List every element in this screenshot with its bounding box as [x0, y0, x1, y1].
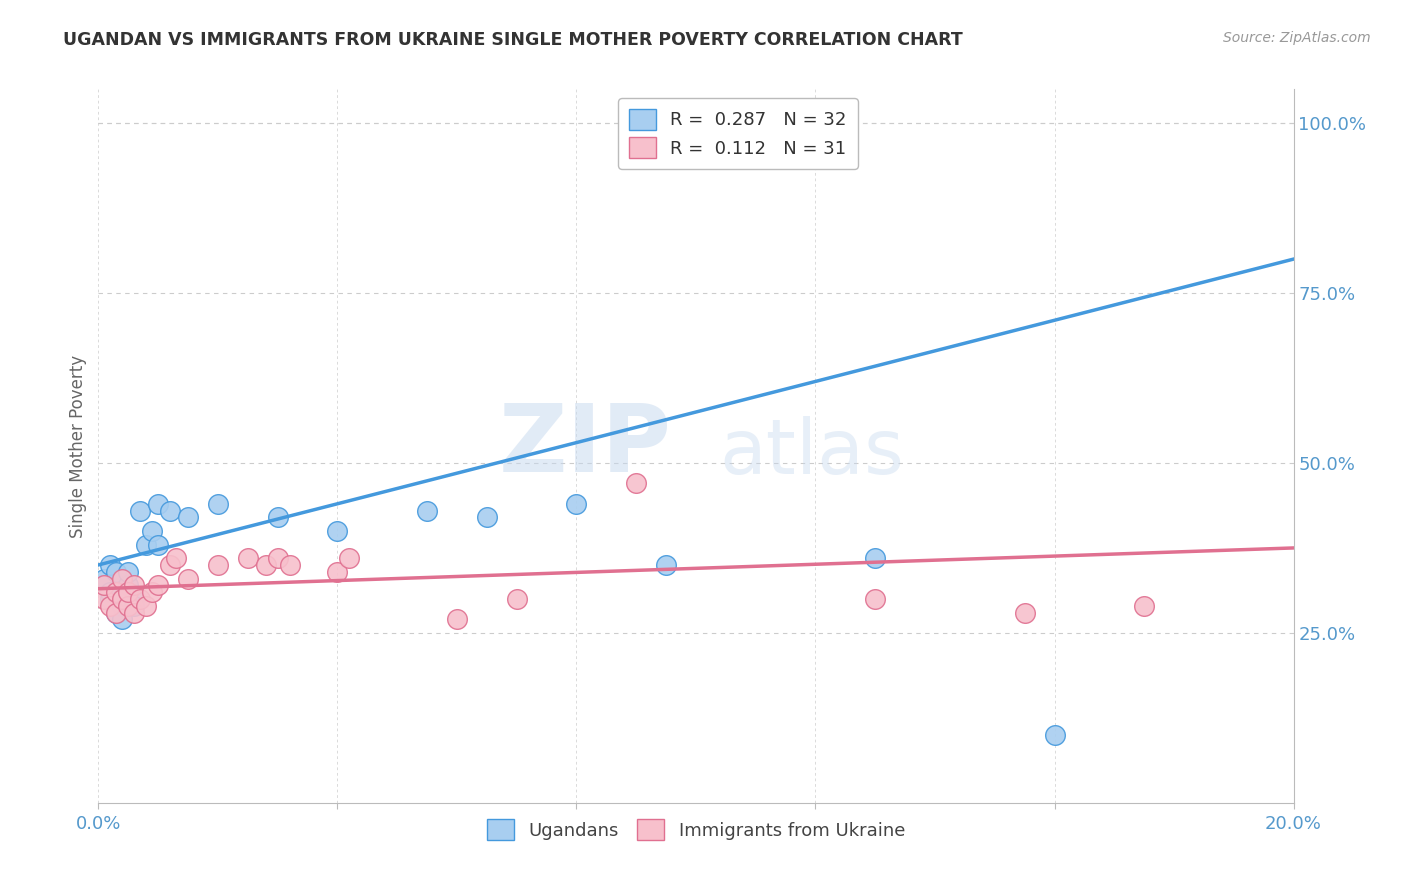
Point	[111, 591, 134, 606]
Point	[416, 503, 439, 517]
Point	[129, 503, 152, 517]
Point	[141, 524, 163, 538]
Point	[446, 612, 468, 626]
Point	[117, 565, 139, 579]
Point	[565, 497, 588, 511]
Point	[124, 599, 146, 613]
Point	[111, 612, 134, 626]
Point	[124, 606, 146, 620]
Legend: Ugandans, Immigrants from Ukraine: Ugandans, Immigrants from Ukraine	[479, 812, 912, 847]
Point	[267, 551, 290, 566]
Point	[117, 585, 139, 599]
Point	[475, 510, 498, 524]
Point	[339, 551, 361, 566]
Point	[111, 591, 134, 606]
Point	[98, 585, 122, 599]
Point	[98, 558, 122, 572]
Point	[267, 510, 290, 524]
Text: UGANDAN VS IMMIGRANTS FROM UKRAINE SINGLE MOTHER POVERTY CORRELATION CHART: UGANDAN VS IMMIGRANTS FROM UKRAINE SINGL…	[63, 31, 963, 49]
Point	[148, 497, 170, 511]
Point	[117, 599, 139, 613]
Point	[159, 558, 181, 572]
Point	[506, 591, 529, 606]
Point	[207, 558, 229, 572]
Point	[117, 585, 139, 599]
Y-axis label: Single Mother Poverty: Single Mother Poverty	[69, 354, 87, 538]
Point	[148, 537, 170, 551]
Point	[141, 585, 163, 599]
Point	[129, 591, 152, 606]
Point	[177, 510, 200, 524]
Point	[236, 551, 259, 566]
Point	[111, 599, 134, 613]
Point	[148, 578, 170, 592]
Point	[124, 578, 146, 592]
Point	[865, 591, 887, 606]
Point	[326, 565, 349, 579]
Point	[159, 503, 181, 517]
Point	[1043, 728, 1066, 742]
Point	[177, 572, 200, 586]
Point	[254, 558, 277, 572]
Point	[278, 558, 301, 572]
Point	[207, 497, 229, 511]
Point	[124, 591, 146, 606]
Point	[93, 572, 115, 586]
Point	[626, 476, 648, 491]
Point	[93, 578, 115, 592]
Point	[135, 537, 157, 551]
Text: ZIP: ZIP	[499, 400, 672, 492]
Point	[105, 606, 128, 620]
Point	[105, 565, 128, 579]
Point	[98, 599, 122, 613]
Point	[865, 551, 887, 566]
Point	[105, 585, 128, 599]
Point	[105, 585, 128, 599]
Point	[655, 558, 678, 572]
Point	[117, 578, 139, 592]
Point	[93, 591, 115, 606]
Point	[1014, 606, 1036, 620]
Point	[105, 606, 128, 620]
Point	[98, 591, 122, 606]
Point	[135, 599, 157, 613]
Point	[165, 551, 187, 566]
Point	[1133, 599, 1156, 613]
Text: atlas: atlas	[720, 417, 904, 490]
Point	[93, 578, 115, 592]
Text: Source: ZipAtlas.com: Source: ZipAtlas.com	[1223, 31, 1371, 45]
Point	[326, 524, 349, 538]
Point	[111, 572, 134, 586]
